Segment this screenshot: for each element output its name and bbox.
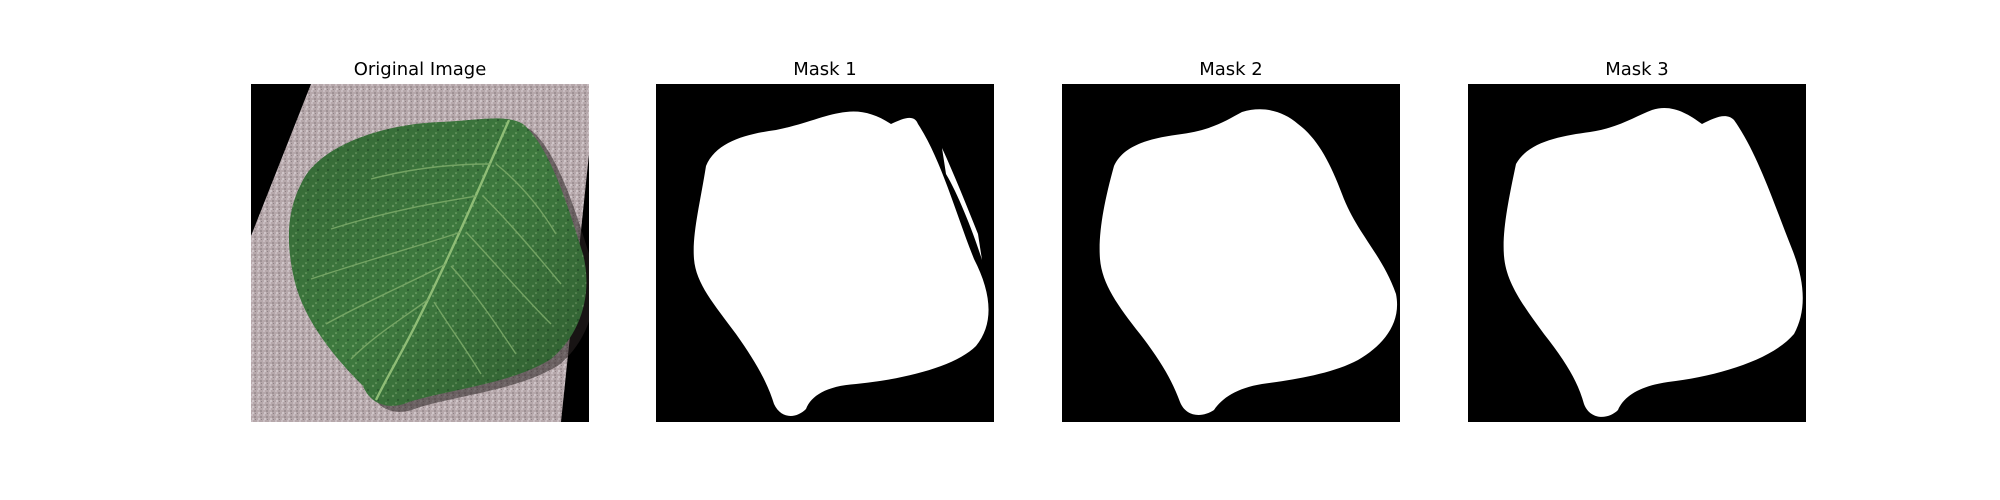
mask-1-panel (656, 84, 994, 422)
panel-title-original: Original Image (353, 59, 487, 80)
mask-2-panel (1062, 84, 1400, 422)
leaf-photo-image (251, 84, 589, 422)
mask-3-image (1468, 84, 1806, 422)
mask-3-panel (1468, 84, 1806, 422)
original-image-panel (251, 84, 589, 422)
panel-title-mask-1: Mask 1 (793, 59, 857, 80)
panel-title-mask-3: Mask 3 (1605, 59, 1669, 80)
mask-1-image (656, 84, 994, 422)
panel-title-mask-2: Mask 2 (1199, 59, 1263, 80)
mask-2-image (1062, 84, 1400, 422)
